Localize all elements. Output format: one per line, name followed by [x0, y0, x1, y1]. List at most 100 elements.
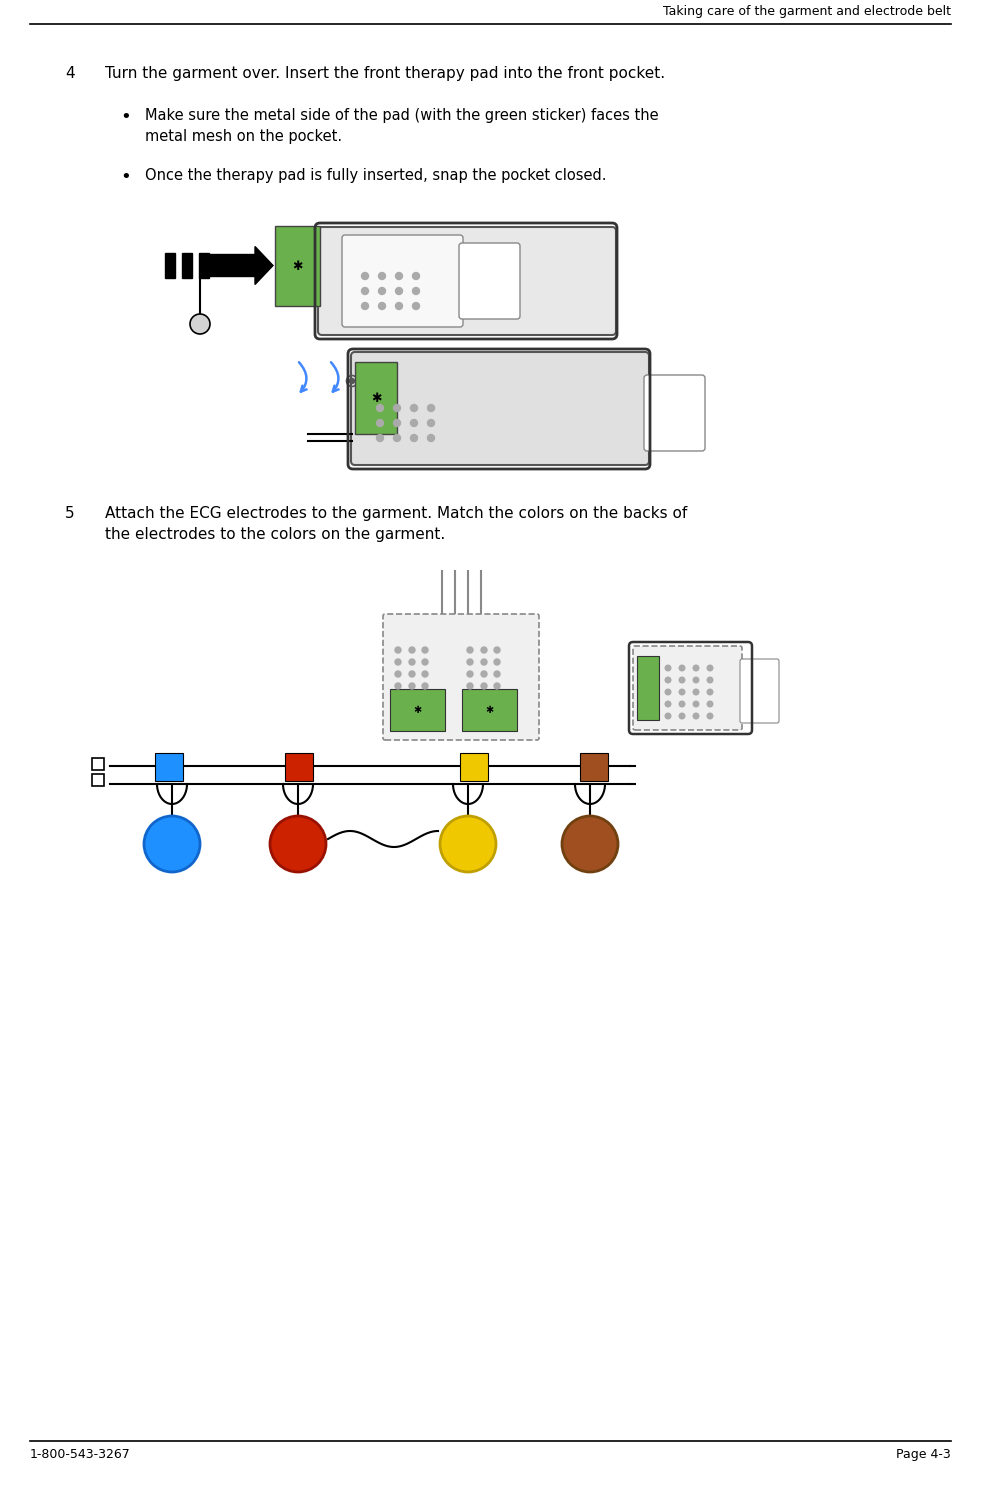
- Circle shape: [422, 646, 428, 652]
- Circle shape: [409, 684, 415, 690]
- Bar: [92, 758, 104, 770]
- Text: ✱: ✱: [486, 705, 493, 715]
- Text: ✱: ✱: [292, 259, 303, 272]
- Circle shape: [379, 272, 386, 280]
- Circle shape: [395, 272, 402, 280]
- Circle shape: [412, 287, 420, 295]
- Circle shape: [362, 272, 369, 280]
- Bar: [92, 773, 104, 785]
- Text: 1-800-543-3267: 1-800-543-3267: [30, 1448, 130, 1462]
- Bar: [165, 253, 175, 278]
- Circle shape: [707, 666, 713, 670]
- Circle shape: [377, 419, 384, 426]
- Circle shape: [665, 714, 671, 718]
- Circle shape: [410, 419, 418, 426]
- Circle shape: [428, 419, 435, 426]
- Text: Taking care of the garment and electrode belt: Taking care of the garment and electrode…: [663, 4, 951, 18]
- Text: Page 4-3: Page 4-3: [897, 1448, 951, 1462]
- Circle shape: [393, 434, 400, 441]
- FancyBboxPatch shape: [633, 646, 742, 730]
- Circle shape: [395, 646, 401, 652]
- Circle shape: [395, 660, 401, 666]
- Circle shape: [190, 314, 210, 334]
- Bar: [460, 752, 488, 781]
- Text: •: •: [120, 108, 130, 126]
- Circle shape: [694, 714, 698, 718]
- Circle shape: [422, 672, 428, 678]
- FancyArrow shape: [210, 247, 273, 284]
- FancyBboxPatch shape: [459, 242, 520, 319]
- Circle shape: [679, 690, 685, 694]
- Bar: [199, 253, 209, 278]
- Circle shape: [422, 660, 428, 666]
- Circle shape: [707, 714, 713, 718]
- Circle shape: [707, 690, 713, 694]
- FancyBboxPatch shape: [318, 227, 616, 335]
- Circle shape: [481, 672, 487, 678]
- Circle shape: [428, 434, 435, 441]
- Bar: [285, 752, 313, 781]
- Circle shape: [362, 302, 369, 310]
- Circle shape: [379, 287, 386, 295]
- Circle shape: [481, 660, 487, 666]
- Circle shape: [395, 684, 401, 690]
- Circle shape: [467, 684, 473, 690]
- Circle shape: [494, 684, 500, 690]
- Circle shape: [679, 714, 685, 718]
- Bar: [580, 752, 608, 781]
- Circle shape: [679, 666, 685, 670]
- Circle shape: [428, 404, 435, 411]
- Circle shape: [665, 678, 671, 682]
- FancyBboxPatch shape: [740, 660, 779, 723]
- Circle shape: [679, 678, 685, 682]
- Bar: [355, 362, 397, 434]
- FancyBboxPatch shape: [644, 375, 705, 450]
- Circle shape: [395, 672, 401, 678]
- Circle shape: [694, 690, 698, 694]
- Circle shape: [412, 302, 420, 310]
- Text: Make sure the metal side of the pad (with the green sticker) faces the
metal mes: Make sure the metal side of the pad (wit…: [145, 108, 658, 144]
- Circle shape: [349, 378, 354, 383]
- Bar: [182, 253, 192, 278]
- Text: •: •: [120, 168, 130, 186]
- Circle shape: [562, 815, 618, 872]
- Circle shape: [410, 434, 418, 441]
- Circle shape: [481, 684, 487, 690]
- Circle shape: [393, 419, 400, 426]
- FancyBboxPatch shape: [351, 352, 649, 465]
- FancyBboxPatch shape: [383, 613, 539, 741]
- Text: Attach the ECG electrodes to the garment. Match the colors on the backs of
the e: Attach the ECG electrodes to the garment…: [105, 506, 688, 542]
- Circle shape: [362, 287, 369, 295]
- Circle shape: [377, 434, 384, 441]
- Circle shape: [494, 660, 500, 666]
- Circle shape: [694, 702, 698, 706]
- Circle shape: [393, 404, 400, 411]
- Bar: [155, 752, 183, 781]
- Circle shape: [377, 404, 384, 411]
- Circle shape: [494, 646, 500, 652]
- Circle shape: [395, 302, 402, 310]
- Circle shape: [412, 272, 420, 280]
- Circle shape: [481, 646, 487, 652]
- Circle shape: [665, 702, 671, 706]
- Circle shape: [467, 672, 473, 678]
- Circle shape: [467, 646, 473, 652]
- Circle shape: [409, 646, 415, 652]
- Circle shape: [679, 702, 685, 706]
- Circle shape: [440, 815, 496, 872]
- Circle shape: [467, 660, 473, 666]
- Circle shape: [410, 404, 418, 411]
- Text: Turn the garment over. Insert the front therapy pad into the front pocket.: Turn the garment over. Insert the front …: [105, 66, 665, 81]
- Circle shape: [379, 302, 386, 310]
- Text: 4: 4: [65, 66, 75, 81]
- Circle shape: [409, 672, 415, 678]
- Bar: [637, 657, 659, 720]
- FancyBboxPatch shape: [342, 235, 463, 328]
- Circle shape: [270, 815, 326, 872]
- Circle shape: [494, 672, 500, 678]
- Circle shape: [665, 666, 671, 670]
- Text: ✱: ✱: [371, 392, 382, 404]
- Text: 5: 5: [65, 506, 75, 521]
- Circle shape: [694, 678, 698, 682]
- Circle shape: [665, 690, 671, 694]
